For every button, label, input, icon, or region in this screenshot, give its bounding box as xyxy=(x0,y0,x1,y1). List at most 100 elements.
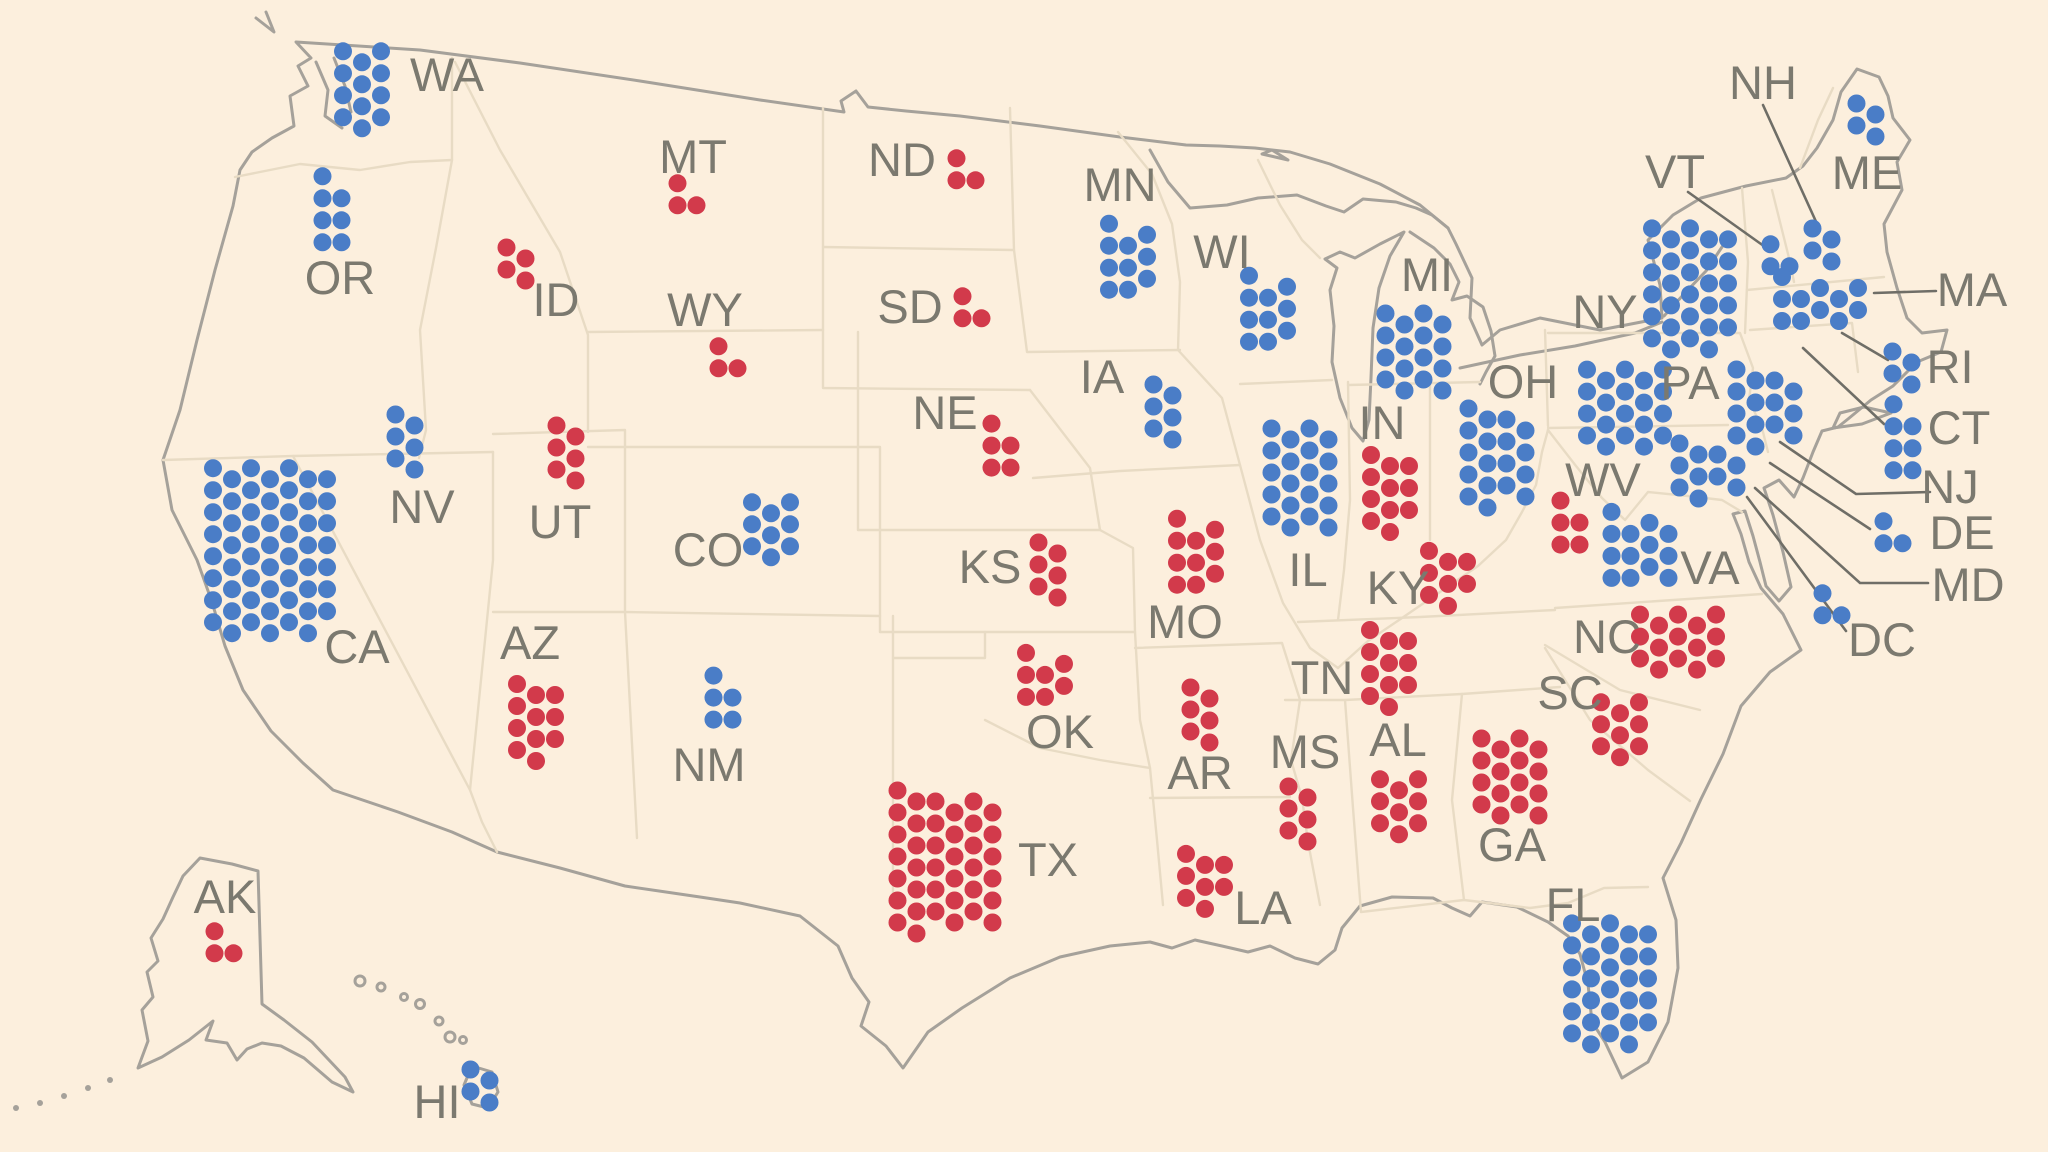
electoral-vote-dot xyxy=(1773,268,1791,286)
electoral-vote-dot xyxy=(926,792,945,811)
electoral-vote-dot xyxy=(1822,252,1841,271)
electoral-vote-dot xyxy=(280,591,298,610)
electoral-vote-dot xyxy=(1635,437,1653,456)
electoral-vote-dot xyxy=(1707,605,1725,624)
electoral-vote-dot xyxy=(1654,404,1672,423)
state-dots-WY xyxy=(709,337,747,378)
electoral-vote-dot xyxy=(1620,969,1638,988)
electoral-vote-dot xyxy=(1662,274,1680,293)
hawaii-island xyxy=(433,1015,445,1027)
electoral-vote-dot xyxy=(1196,899,1214,918)
electoral-vote-dot xyxy=(1866,105,1885,124)
state-label-WY: WY xyxy=(667,283,743,336)
state-dots-GA xyxy=(1472,729,1548,825)
state-dots-MS xyxy=(1279,777,1317,851)
electoral-vote-dot xyxy=(1439,574,1457,593)
electoral-vote-dot xyxy=(1689,445,1708,464)
electoral-vote-dot xyxy=(1017,643,1035,662)
electoral-vote-dot xyxy=(888,891,907,910)
electoral-vote-dot xyxy=(1830,290,1848,308)
state-dots-CO xyxy=(743,493,799,567)
electoral-vote-dot xyxy=(1630,737,1648,756)
state-border xyxy=(1116,130,1340,670)
electoral-vote-dot xyxy=(1472,729,1491,748)
electoral-vote-dot xyxy=(1874,534,1893,553)
electoral-vote-dot xyxy=(1727,360,1746,379)
electoral-vote-dot xyxy=(1639,947,1657,966)
leader-line-NJ xyxy=(1778,440,1932,496)
electoral-vote-dot xyxy=(1298,832,1317,851)
state-label-MO: MO xyxy=(1147,595,1223,648)
electoral-vote-dot xyxy=(1390,825,1408,844)
electoral-vote-dot xyxy=(1206,520,1224,539)
electoral-vote-dot xyxy=(1472,751,1491,770)
state-label-UT: UT xyxy=(529,495,592,548)
electoral-vote-dot xyxy=(1616,360,1634,379)
electoral-vote-dot xyxy=(1727,382,1746,401)
state-dots-AL xyxy=(1371,770,1427,844)
hawaii-island xyxy=(458,1035,468,1045)
electoral-vote-dot xyxy=(1036,665,1054,684)
electoral-vote-dot xyxy=(242,481,260,500)
electoral-vote-dot xyxy=(1602,502,1621,521)
electoral-vote-dot xyxy=(964,836,983,855)
electoral-vote-dot xyxy=(280,459,298,478)
electoral-vote-dot xyxy=(223,602,241,621)
electoral-vote-dot xyxy=(1662,296,1680,315)
leader-lines-layer xyxy=(1686,103,1938,633)
electoral-vote-dot xyxy=(1681,263,1699,282)
electoral-vote-dot xyxy=(1187,575,1205,594)
electoral-vote-dot xyxy=(947,149,966,168)
electoral-vote-dot xyxy=(1601,1024,1619,1043)
electoral-vote-dot xyxy=(1376,326,1395,345)
electoral-vote-dot xyxy=(762,526,780,545)
electoral-vote-dot xyxy=(709,359,728,378)
electoral-vote-dot xyxy=(205,922,224,941)
electoral-vote-dot xyxy=(223,514,241,533)
electoral-vote-dot xyxy=(1621,546,1640,565)
electoral-vote-dot xyxy=(983,825,1002,844)
electoral-vote-dot xyxy=(1017,665,1035,684)
state-dots-MO xyxy=(1168,509,1224,594)
electoral-vote-dot xyxy=(907,814,926,833)
electoral-vote-dot xyxy=(405,438,424,457)
electoral-vote-dot xyxy=(1582,969,1600,988)
electoral-vote-dot xyxy=(1727,404,1746,423)
electoral-vote-dot xyxy=(1811,279,1829,297)
electoral-vote-dot xyxy=(1168,509,1186,528)
electoral-vote-dot xyxy=(1639,969,1657,988)
state-border xyxy=(1343,698,1466,914)
electoral-vote-dot xyxy=(372,108,390,127)
electoral-vote-dot xyxy=(1631,605,1649,624)
electoral-vote-dot xyxy=(945,869,964,888)
electoral-vote-dot xyxy=(1611,726,1629,745)
electoral-vote-dot xyxy=(299,602,317,621)
electoral-vote-dot xyxy=(1300,441,1319,460)
state-label-MT: MT xyxy=(659,130,727,183)
state-border xyxy=(878,528,1137,634)
electoral-vote-dot xyxy=(888,847,907,866)
electoral-vote-dot xyxy=(1510,729,1529,748)
electoral-vote-dot xyxy=(1847,94,1866,113)
state-label-KY: KY xyxy=(1367,561,1430,614)
electoral-vote-dot xyxy=(1784,426,1803,445)
state-dots-SD xyxy=(953,287,991,328)
electoral-vote-dot xyxy=(1300,485,1319,504)
electoral-vote-dot xyxy=(1643,307,1661,326)
electoral-vote-dot xyxy=(1719,230,1737,249)
electoral-vote-dot xyxy=(1659,546,1678,565)
electoral-vote-dot xyxy=(1582,947,1600,966)
state-border xyxy=(1553,592,1764,610)
state-border xyxy=(586,445,882,634)
hawaii-island xyxy=(399,992,409,1002)
state-label-VT: VT xyxy=(1645,145,1705,198)
state-label-IL: IL xyxy=(1288,543,1327,596)
state-dots-RI xyxy=(1883,342,1921,394)
state-label-SD: SD xyxy=(877,280,942,333)
electoral-vote-dot xyxy=(1380,698,1398,716)
electoral-vote-dot xyxy=(261,580,279,599)
electoral-vote-dot xyxy=(723,688,742,707)
state-label-MN: MN xyxy=(1083,158,1156,211)
